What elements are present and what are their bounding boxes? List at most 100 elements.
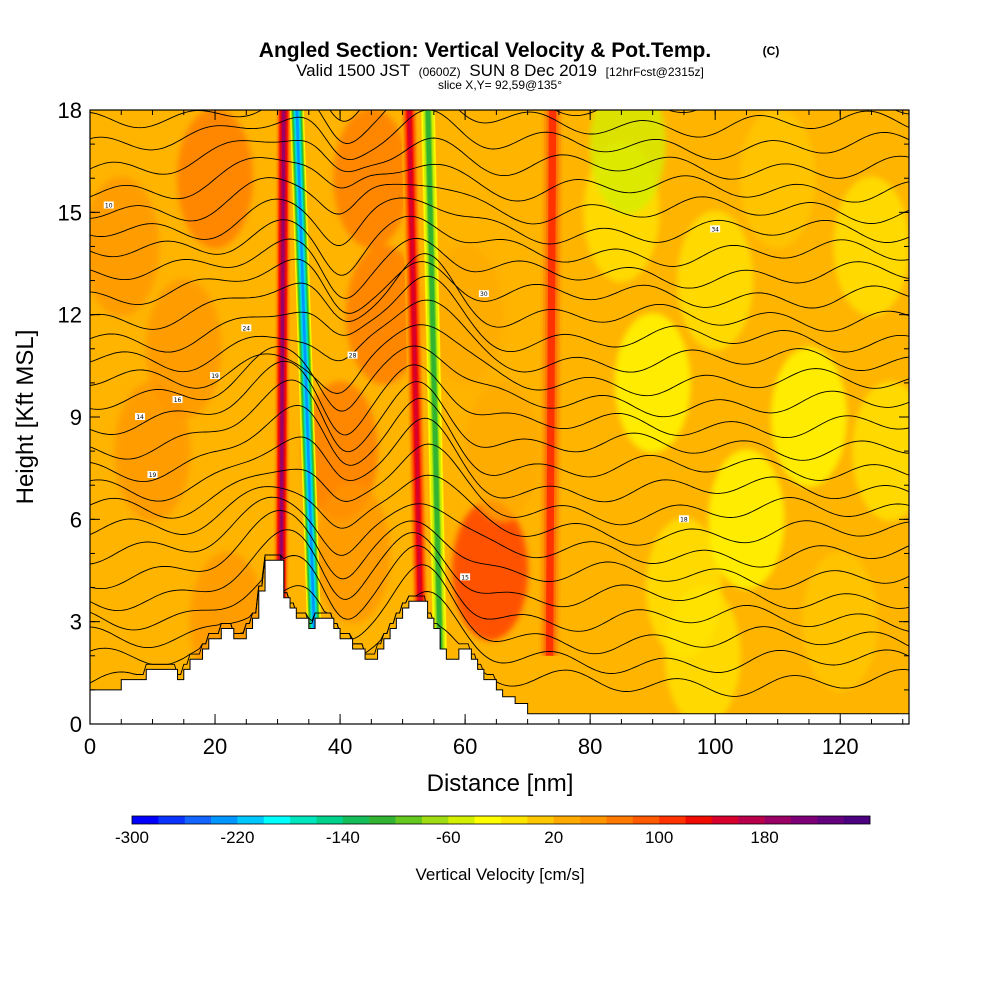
x-tick-label: 40: [328, 734, 352, 759]
pot-temp-contour: [90, 345, 909, 418]
contour-label: 28: [349, 353, 357, 360]
contour-label: 15: [461, 574, 469, 581]
downdraft-band: [295, 110, 317, 656]
contour-label-bg: [147, 470, 158, 478]
pot-temp-contours: [90, 110, 909, 697]
contour-label-bg: [710, 225, 721, 233]
updraft-band: [545, 110, 557, 656]
contour-label: 30: [480, 291, 488, 298]
contour-label: 18: [680, 516, 688, 523]
y-tick-label: 6: [70, 507, 82, 532]
colorbar-tick-label: -140: [326, 828, 360, 847]
colorbar-swatch: [342, 816, 370, 824]
colorbar-swatch: [421, 816, 449, 824]
pot-temp-contour-labels: 19 14 16 19 24 28 30 34 10 18 15: [103, 201, 721, 581]
colorbar-swatch: [553, 816, 581, 824]
pot-temp-contour: [90, 197, 909, 246]
updraft-band: [407, 110, 423, 656]
pot-temp-contour: [90, 443, 909, 526]
forecast-info: [12hrFcst@2315z]: [606, 65, 704, 79]
pot-temp-contour: [90, 379, 909, 461]
x-tick-label: 120: [822, 734, 859, 759]
pot-temp-contour: [90, 258, 909, 314]
colorbar-tick-label: -220: [220, 828, 254, 847]
colorbar-swatch: [158, 816, 186, 824]
pot-temp-contour: [90, 545, 909, 632]
colorbar-swatch: [817, 816, 844, 824]
y-axis-title: Height [Kft MSL]: [12, 330, 39, 505]
colorbar-swatch: [263, 816, 291, 824]
colorbar-swatch: [501, 816, 528, 824]
slice-info: slice X,Y= 92,59@135°: [438, 78, 562, 92]
colorbar-swatch: [790, 816, 818, 824]
field-patch: [664, 585, 741, 724]
pot-temp-contour: [90, 275, 909, 353]
colorbar-swatch: [211, 816, 238, 824]
contour-label: 10: [105, 203, 113, 210]
chart-title-unit: (C): [763, 44, 780, 58]
colorbar-swatch: [369, 816, 396, 824]
contour-label: 16: [174, 397, 182, 404]
colorbar-swatch: [290, 816, 317, 824]
terrain-mask: [90, 559, 909, 724]
colorbar-tick-label: 100: [645, 828, 673, 847]
colorbar-swatch: [606, 816, 634, 824]
field-patch: [314, 483, 391, 624]
field-patch: [833, 176, 909, 317]
colorbar-swatch: [580, 816, 607, 824]
x-axis-title: Distance [nm]: [427, 770, 574, 797]
field-patch: [427, 244, 504, 385]
contour-label-bg: [103, 201, 114, 209]
chart-title: Angled Section: Vertical Velocity & Pot.…: [259, 39, 711, 62]
contour-label-bg: [210, 372, 221, 380]
pot-temp-contour: [90, 110, 909, 161]
contour-label: 19: [211, 373, 219, 380]
y-tick-label: 15: [58, 200, 82, 225]
y-tick-label: 18: [58, 98, 82, 123]
pot-temp-contour: [90, 137, 909, 180]
colorbar-swatch: [316, 816, 344, 824]
field-patch: [852, 381, 909, 522]
contour-label: 24: [242, 325, 250, 332]
pot-temp-contour: [90, 360, 909, 439]
pot-temp-contour: [90, 417, 909, 503]
field-patch: [770, 347, 847, 487]
valid-line: Valid 1500 JST (0600Z) SUN 8 Dec 2019 [1…: [296, 61, 704, 80]
pot-temp-contour: [90, 324, 909, 397]
colorbar-frame: [131, 815, 871, 825]
colorbar-tick-labels: -300 -220 -140 -60 20 100 180: [115, 828, 779, 847]
pot-temp-contour: [90, 237, 909, 299]
contour-label: 34: [711, 226, 719, 233]
colorbar-swatch: [632, 816, 660, 824]
y-axis: 0 3 6 9 12 15 18: [58, 98, 909, 737]
colorbar-tick-label: -60: [436, 828, 461, 847]
pot-temp-contour: [90, 529, 909, 612]
contour-label-bg: [135, 413, 146, 420]
x-tick-label: 100: [697, 734, 734, 759]
colorbar-swatch: [843, 816, 871, 824]
pot-temp-contour: [90, 554, 909, 655]
colorbar-swatch: [184, 816, 212, 824]
contour-label-bg: [241, 324, 252, 332]
colorbar-tick-label: 180: [750, 828, 778, 847]
pot-temp-contour: [90, 397, 909, 483]
valid-date: SUN 8 Dec 2019: [469, 61, 597, 80]
y-tick-label: 3: [70, 610, 82, 635]
contour-label: 14: [136, 414, 144, 421]
x-tick-label: 0: [84, 734, 96, 759]
contour-label-bg: [478, 290, 489, 298]
colorbar: [131, 815, 871, 825]
contour-label-bg: [678, 515, 689, 523]
vertical-velocity-field: [90, 110, 909, 724]
colorbar-swatch: [132, 816, 159, 824]
field-patch: [333, 110, 410, 249]
field-patch: [177, 110, 254, 249]
pot-temp-contour: [90, 253, 909, 332]
field-patch: [708, 449, 785, 590]
field-patch: [464, 381, 541, 522]
colorbar-tick-label: 20: [544, 828, 563, 847]
pot-temp-contour: [90, 215, 909, 276]
field-patch: [614, 312, 691, 453]
field-patch: [452, 500, 529, 641]
downdraft-band: [426, 110, 442, 656]
